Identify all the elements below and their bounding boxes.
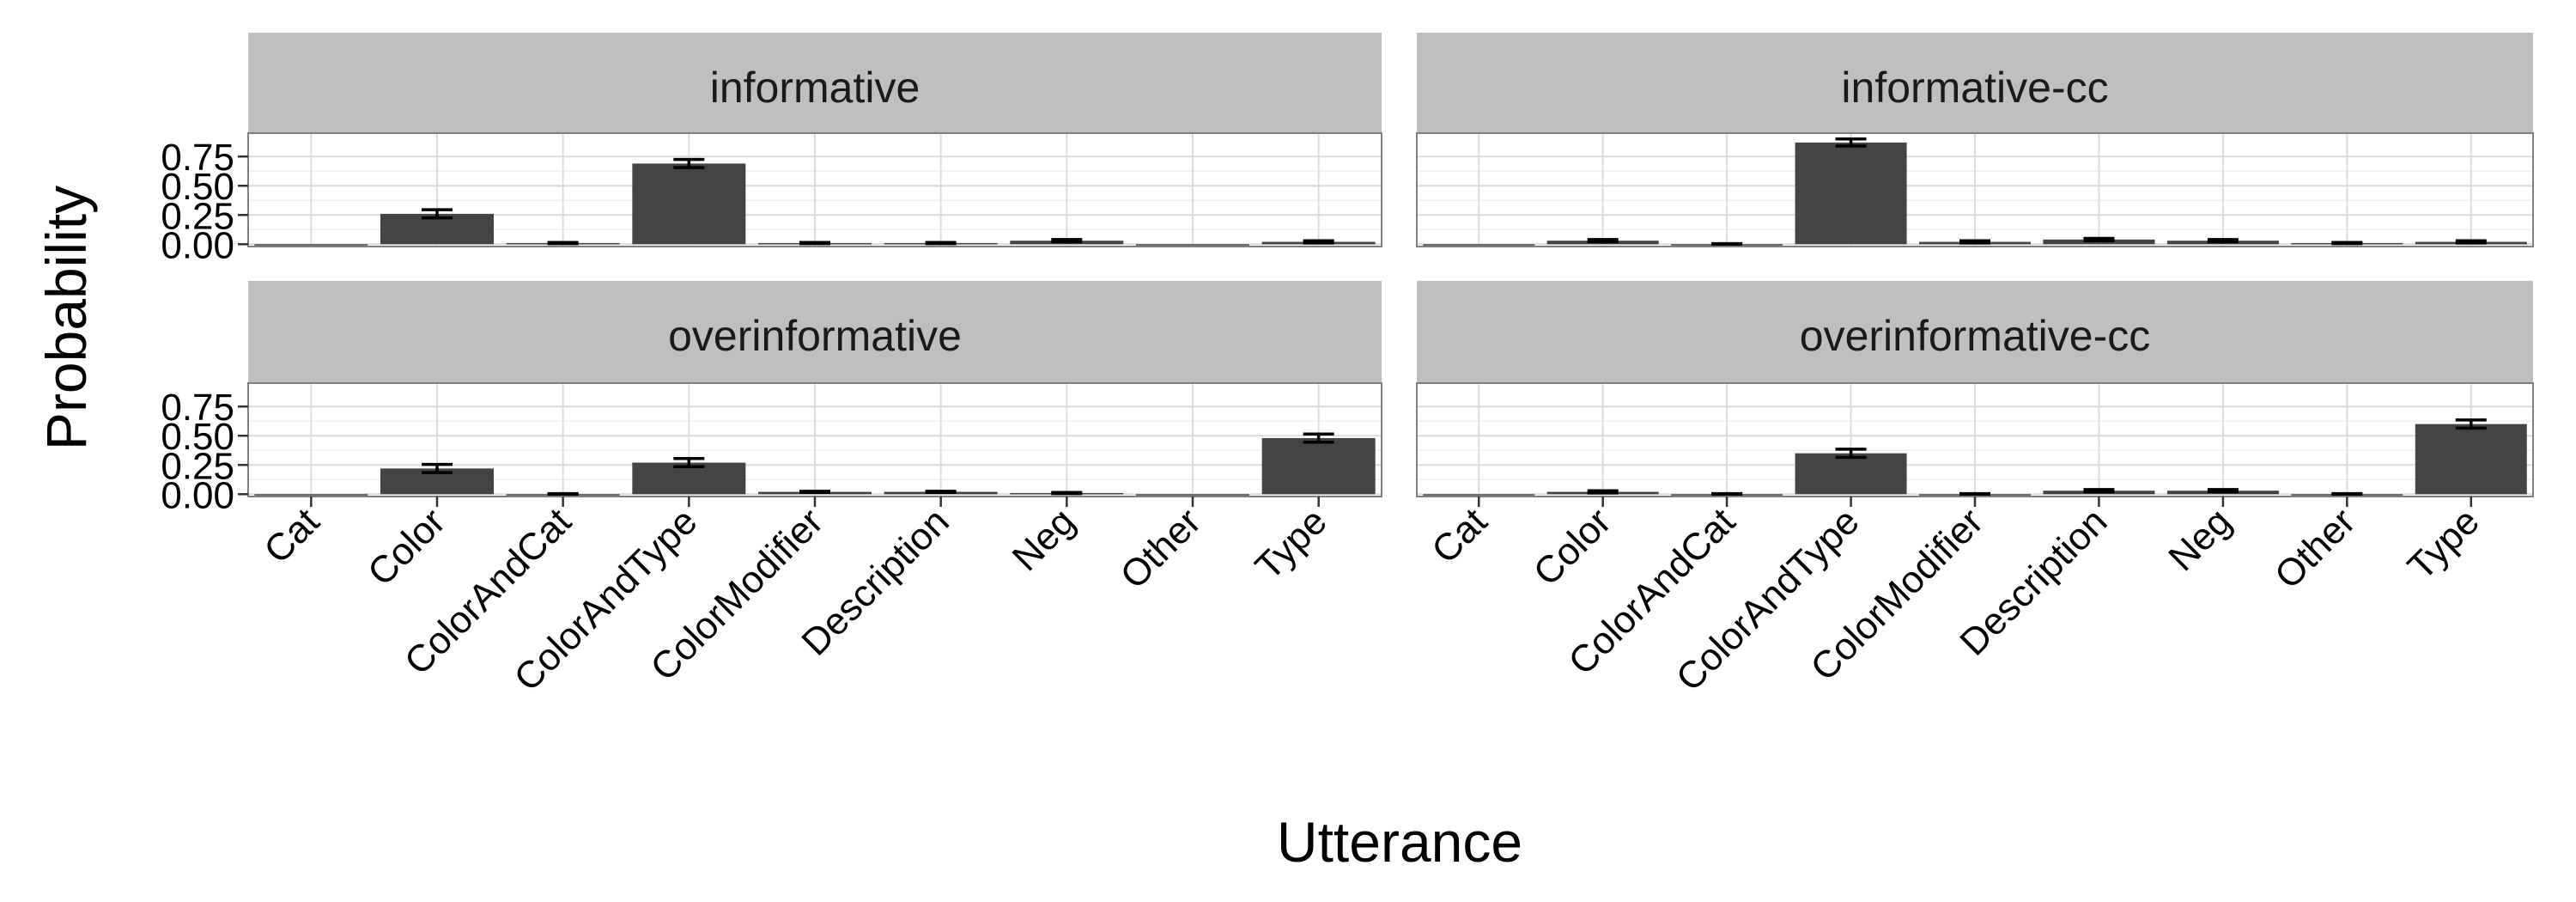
- x-tick-label-type: Type: [1248, 500, 1335, 588]
- bar-other: [1136, 494, 1249, 496]
- error-bar-type: [1303, 432, 1334, 444]
- error-bar-color: [422, 208, 453, 220]
- error-bar-color: [1587, 489, 1619, 495]
- error-bar-colorandtype: [1835, 137, 1867, 148]
- bar-cat: [254, 494, 368, 496]
- x-axis-overinformative: Cat ColorColorAndCatColorAndTypeColorModi…: [256, 497, 1335, 699]
- bar-other: [1136, 244, 1249, 246]
- error-bar-other: [2331, 241, 2363, 246]
- bar-colorandtype: [1795, 453, 1907, 495]
- error-bar-color: [1587, 238, 1619, 244]
- x-tick-label-neg: Neg: [1005, 500, 1084, 579]
- error-bar-neg: [2207, 488, 2239, 494]
- bar-colorandtype: [1795, 142, 1907, 245]
- facet-strip: [248, 33, 1382, 133]
- y-axis-overinformative: 0.000.250.500.75: [161, 387, 248, 516]
- x-tick-label-other: Other: [2267, 500, 2363, 596]
- y-tick-label: 0.25: [161, 195, 234, 237]
- error-bar-colorandcat: [547, 491, 579, 497]
- facet-strip-label: overinformative-cc: [1800, 312, 2150, 360]
- y-axes: 0.000.250.500.750.000.250.500.75: [161, 137, 248, 516]
- error-bar-colorandtype: [673, 157, 705, 169]
- error-bar-colorandtype: [673, 457, 705, 469]
- y-tick-label: 0.50: [161, 166, 234, 208]
- error-bar-type: [2455, 418, 2487, 430]
- error-bar-colormodifier: [1959, 491, 1990, 497]
- error-bar-colorandtype: [1835, 448, 1867, 460]
- x-axis-title: Utterance: [1277, 810, 1522, 874]
- facet-strip: [1417, 33, 2533, 133]
- error-bar-colorandcat: [1711, 491, 1743, 497]
- x-tick-label-cat: Cat: [256, 500, 327, 571]
- error-bar-type: [2455, 239, 2487, 245]
- y-axis-title: Probability: [34, 186, 98, 450]
- facet-strip: [1417, 281, 2533, 383]
- x-tick-label-type: Type: [2400, 500, 2488, 588]
- facet-overinformative-cc: overinformative-cc: [1416, 281, 2534, 497]
- x-tick-label-color: Color: [360, 500, 453, 594]
- error-bar-description: [2083, 488, 2115, 494]
- facet-strip-label: informative: [710, 64, 920, 112]
- error-bar-neg: [2207, 238, 2239, 244]
- x-axis-overinformative-cc: Cat ColorColorAndCatColorAndTypeColorModi…: [1424, 497, 2488, 699]
- y-tick-label: 0.25: [161, 445, 234, 487]
- bar-type: [2415, 424, 2527, 495]
- panel-border: [1416, 132, 2534, 247]
- y-axis-informative: 0.000.250.500.75: [161, 137, 248, 266]
- y-tick-label: 0.75: [161, 387, 234, 429]
- bar-cat: [1423, 494, 1535, 496]
- facet-strip: [248, 281, 1382, 383]
- error-bar-colormodifier: [799, 490, 830, 494]
- error-bar-description: [925, 241, 957, 246]
- error-bar-colorandcat: [547, 241, 579, 246]
- facet-overinformative: overinformative: [247, 281, 1382, 497]
- facet-informative-cc: informative-cc: [1416, 33, 2534, 247]
- chart-panels: informative informative-cc overinformative…: [247, 33, 2534, 497]
- x-tick-label-other: Other: [1113, 500, 1209, 596]
- facet-strip-label: informative-cc: [1841, 64, 2108, 112]
- error-bar-colorandcat: [1711, 241, 1743, 247]
- error-bar-neg: [1051, 238, 1083, 244]
- error-bar-type: [1303, 239, 1334, 245]
- facet-informative: informative: [247, 33, 1382, 247]
- error-bar-colormodifier: [799, 241, 830, 246]
- bar-cat: [1423, 244, 1535, 246]
- x-axes: Cat ColorColorAndCatColorAndTypeColorModi…: [256, 497, 2488, 699]
- y-tick-label: 0.00: [161, 474, 234, 516]
- error-bar-description: [925, 490, 957, 494]
- bar-cat: [254, 244, 368, 246]
- facet-strip-label: overinformative: [668, 312, 962, 360]
- error-bar-neg: [1051, 491, 1083, 496]
- x-tick-label-cat: Cat: [1424, 500, 1495, 571]
- bar-colorandtype: [632, 163, 746, 245]
- y-tick-label: 0.00: [161, 224, 234, 266]
- bar-type: [1261, 437, 1376, 495]
- y-tick-label: 0.75: [161, 137, 234, 179]
- error-bar-description: [2083, 236, 2115, 242]
- error-bar-colormodifier: [1959, 239, 1990, 245]
- x-tick-label-color: Color: [1526, 500, 1619, 594]
- panel-border: [247, 132, 1382, 247]
- error-bar-other: [2331, 491, 2363, 497]
- y-tick-label: 0.50: [161, 416, 234, 458]
- error-bar-color: [422, 462, 453, 474]
- x-tick-label-neg: Neg: [2160, 500, 2239, 579]
